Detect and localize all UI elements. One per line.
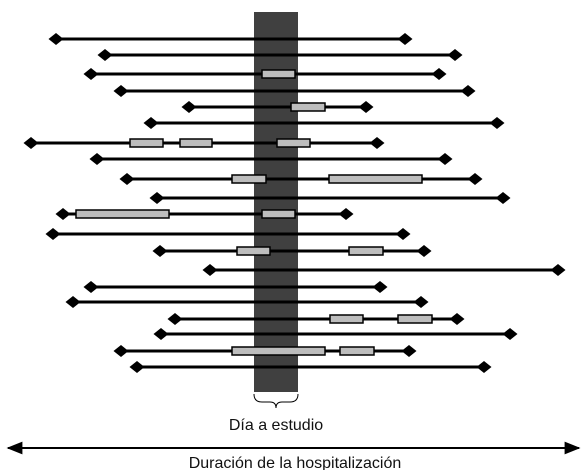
study-day-brace (253, 393, 299, 409)
episode-box (179, 138, 213, 148)
stays-layer (23, 33, 566, 373)
episode-box (231, 346, 326, 356)
episode-box (276, 138, 311, 148)
episode-box (348, 246, 384, 256)
episode-box (231, 174, 267, 184)
episode-box (290, 102, 326, 112)
episode-box (328, 174, 423, 184)
episode-box (129, 138, 164, 148)
episode-box (75, 209, 170, 219)
duration-label: Duración de la hospitalización (189, 455, 402, 470)
episode-box (329, 314, 364, 324)
episode-box (397, 314, 433, 324)
episode-box (236, 246, 271, 256)
study-day-label: Día a estudio (229, 417, 323, 434)
episode-box (261, 209, 296, 219)
episode-box (261, 69, 296, 79)
episode-box (339, 346, 375, 356)
